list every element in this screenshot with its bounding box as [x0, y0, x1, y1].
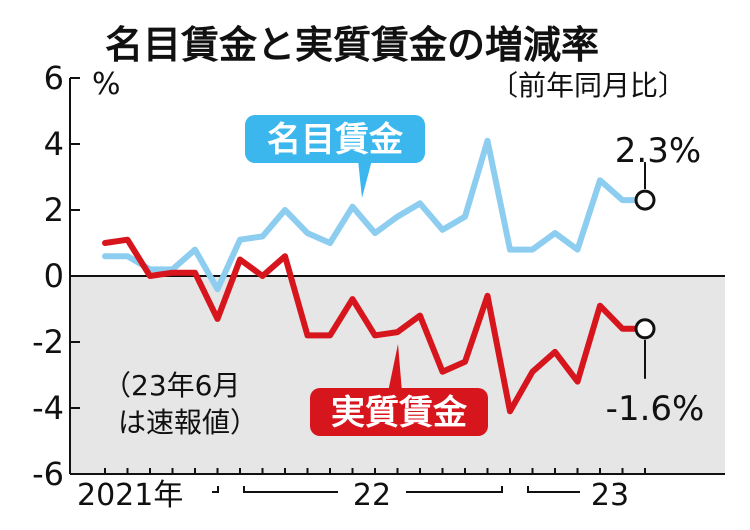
year-bracket-2022-right — [406, 486, 503, 493]
nominal-wage-line — [102, 137, 648, 293]
y-tick-label: 2 — [44, 191, 64, 229]
real-wage-legend: 実質賃金 — [310, 344, 488, 436]
nominal-wage-legend-box — [245, 115, 425, 163]
real-wage-legend-label: 実質賃金 — [331, 393, 468, 433]
preliminary-note: （23年6月 は速報値） — [103, 369, 258, 439]
x-axis: 2021年 22 23 — [70, 468, 725, 513]
end-callouts — [634, 162, 656, 379]
y-axis-unit: % — [92, 67, 121, 102]
year-label-2022: 22 — [353, 478, 391, 513]
y-tick-label: 6 — [44, 59, 64, 97]
nominal-wage-legend-pointer — [358, 160, 372, 198]
y-tick-label: -6 — [32, 455, 64, 493]
chart-subtitle: 〔前年同月比〕 — [490, 69, 686, 102]
year-label-2021: 2021年 — [77, 478, 183, 513]
year-bracket-2022-left — [243, 486, 338, 493]
real-wage-legend-box — [310, 388, 488, 436]
y-tick-label: -4 — [32, 389, 64, 427]
real-end-marker — [634, 318, 656, 340]
nominal-wage-legend: 名目賃金 — [245, 115, 425, 198]
year-label-2023: 23 — [591, 478, 629, 513]
real-wage-legend-pointer — [388, 344, 402, 392]
preliminary-note-line2: は速報値） — [118, 406, 258, 439]
y-tick-label: -2 — [32, 323, 64, 361]
nominal-end-marker — [634, 189, 656, 211]
real-wage-line — [102, 236, 648, 415]
nominal-wage-legend-label: 名目賃金 — [267, 120, 404, 160]
year-bracket-2021 — [212, 486, 219, 493]
chart-title: 名目賃金と実質賃金の増減率 — [105, 23, 599, 67]
year-bracket-2023 — [527, 486, 580, 493]
real-end-label: -1.6% — [606, 389, 705, 429]
y-tick-label: 4 — [44, 125, 64, 163]
series-lines — [102, 137, 648, 415]
y-tick-label: 0 — [44, 257, 64, 295]
nominal-end-label: 2.3% — [615, 131, 701, 171]
preliminary-note-line1: （23年6月 — [103, 369, 240, 402]
